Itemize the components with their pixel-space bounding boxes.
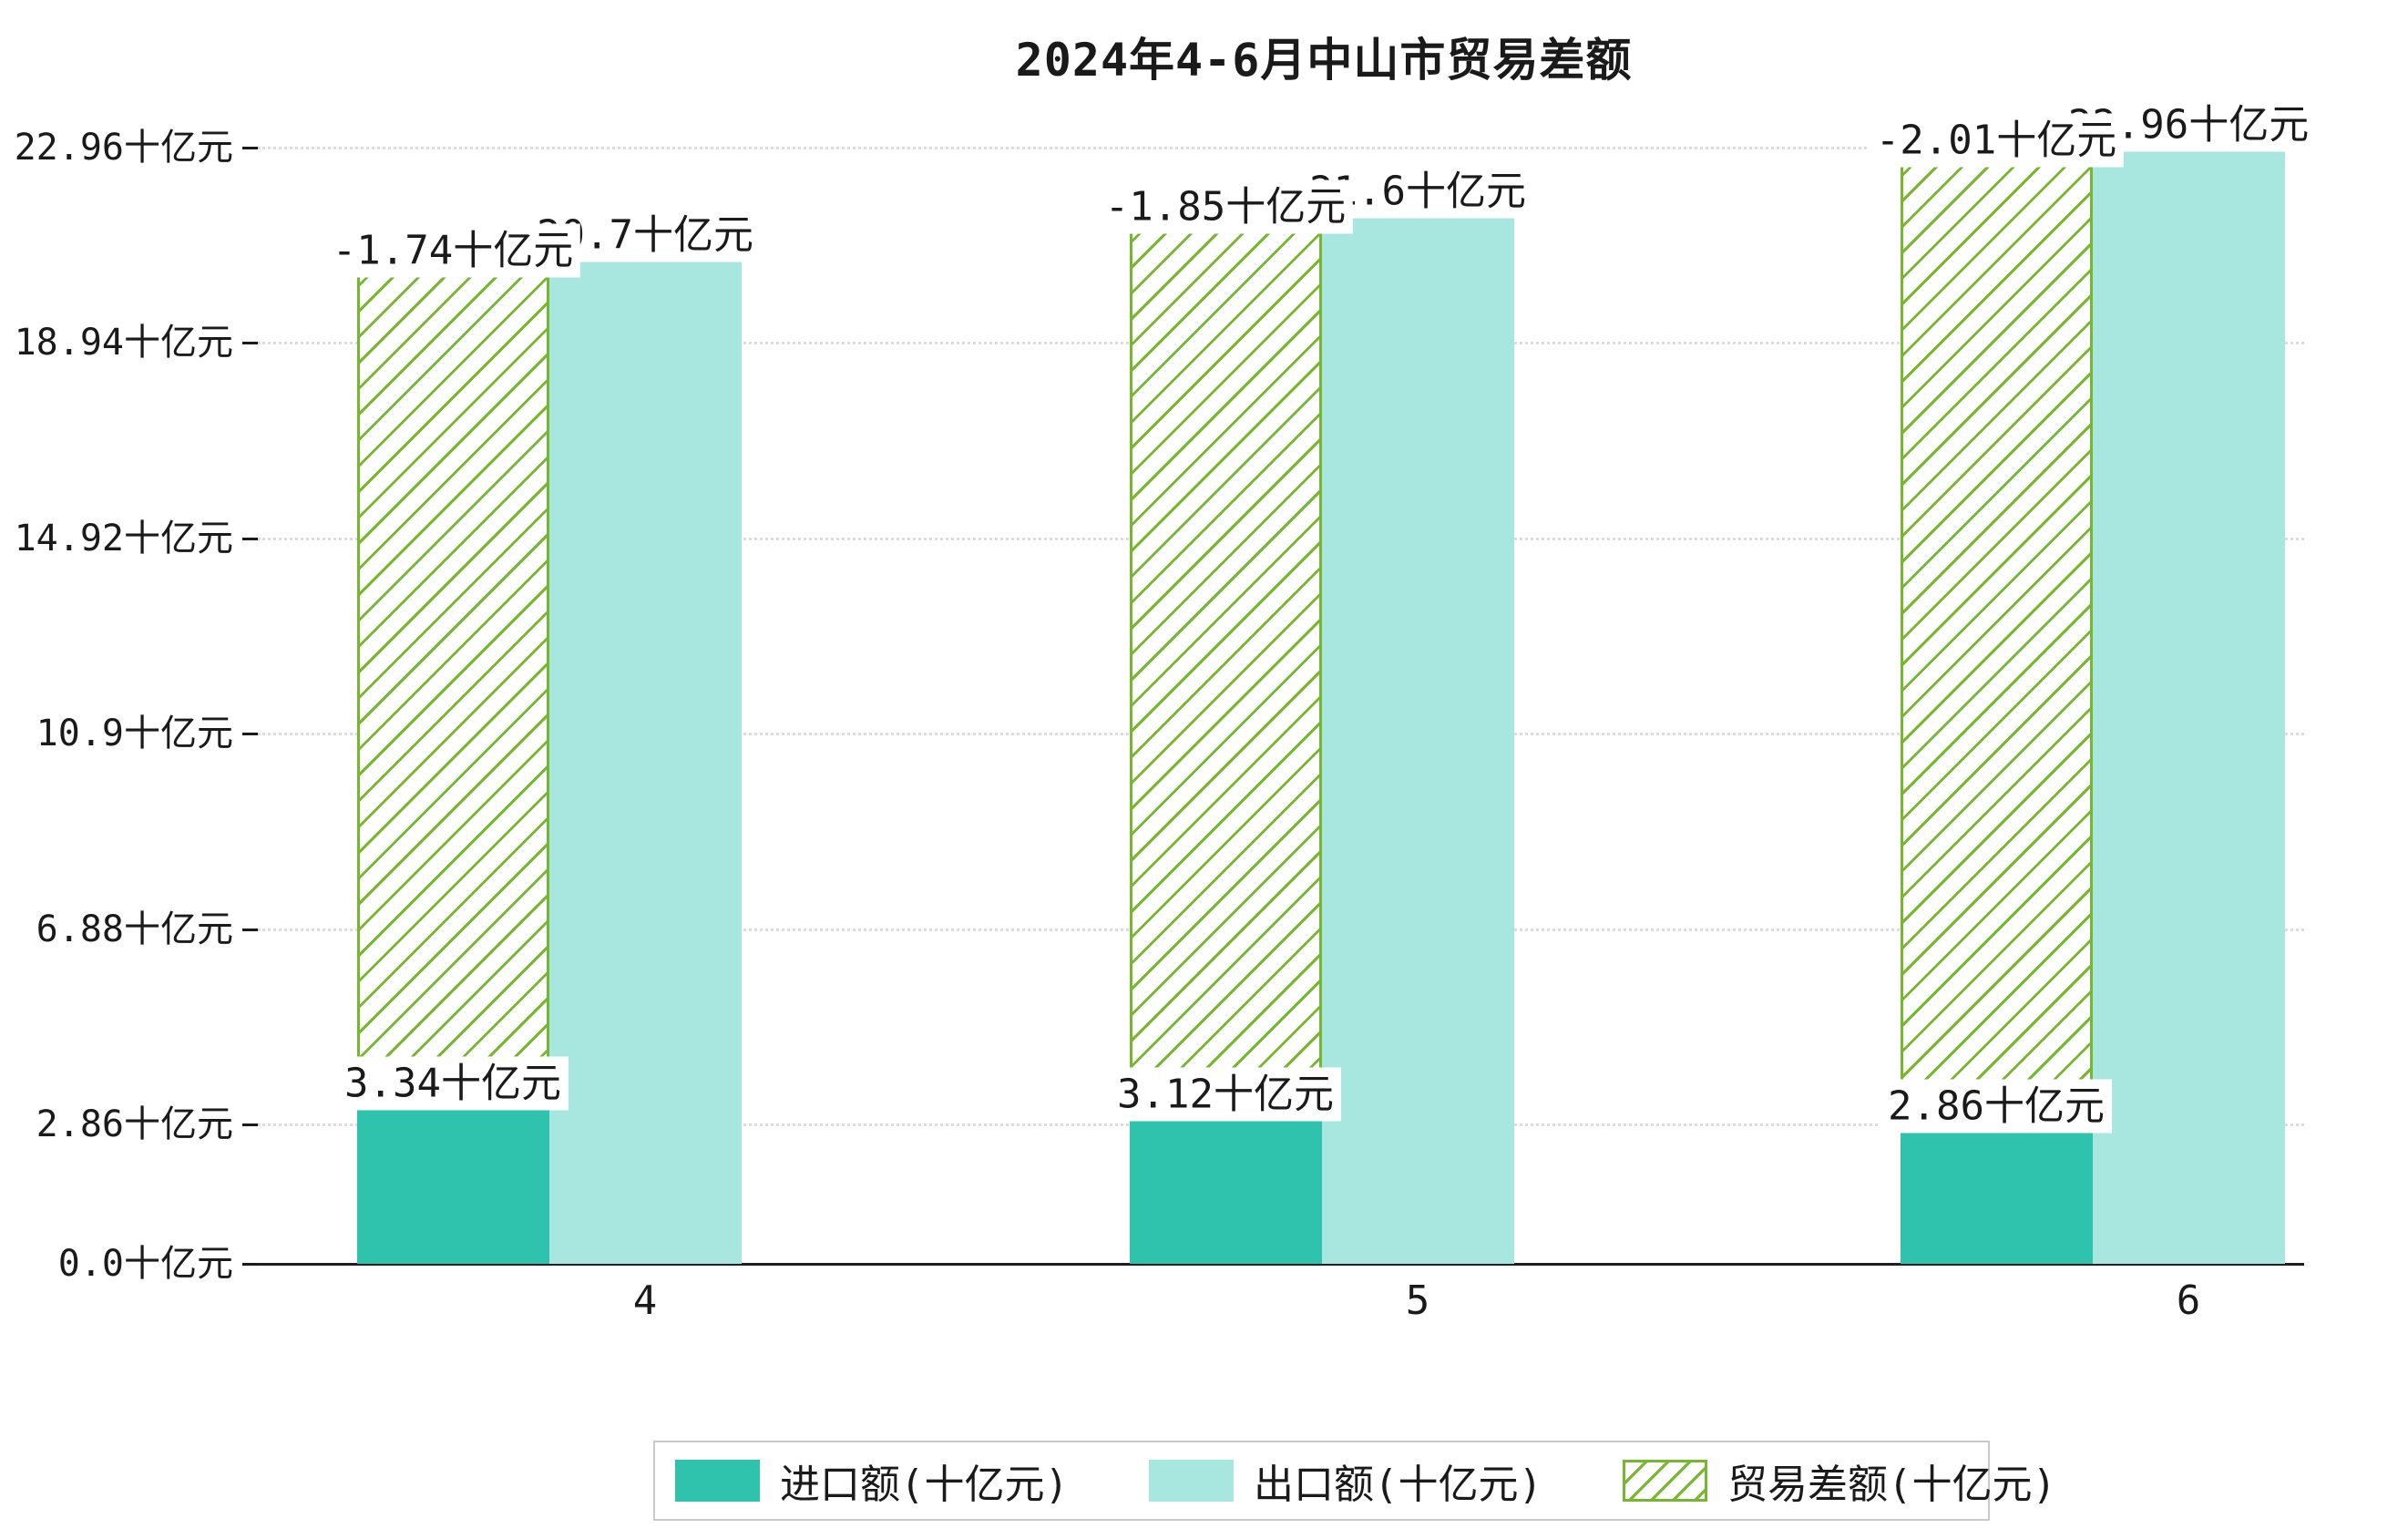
import-bar — [1901, 1124, 2093, 1264]
trade-balance-bar — [357, 257, 549, 1102]
y-tick-label: 14.92十亿元 — [14, 517, 233, 559]
x-tick-label: 4 — [632, 1277, 658, 1324]
y-tick-label: 0.0十亿元 — [57, 1243, 233, 1285]
export-bar — [2093, 148, 2285, 1264]
export-swatch — [1148, 1460, 1234, 1502]
import-value-label: 3.12十亿元 — [1110, 1067, 1341, 1122]
y-tick-label: 18.94十亿元 — [14, 322, 233, 364]
legend-label-export: 出口额(十亿元) — [1253, 1462, 1542, 1508]
y-tick-mark — [242, 928, 258, 931]
y-tick-mark — [242, 1123, 258, 1127]
y-tick-mark — [242, 342, 258, 345]
import-value-label: 2.86十亿元 — [1880, 1079, 2112, 1134]
import-value-label: 3.34十亿元 — [337, 1056, 569, 1111]
legend-label-trade-balance: 贸易差额(十亿元) — [1727, 1462, 2056, 1508]
y-tick-mark — [242, 537, 258, 540]
legend: 进口额(十亿元) 出口额(十亿元) 贸易差额(十亿元) — [653, 1441, 2056, 1521]
trade-balance-swatch — [1622, 1460, 1707, 1502]
import-bar — [357, 1101, 549, 1264]
y-tick-label: 2.86十亿元 — [36, 1103, 233, 1146]
x-tick-label: 6 — [2176, 1277, 2201, 1324]
y-tick-label: 22.96十亿元 — [14, 127, 233, 169]
x-tick-label: 5 — [1405, 1277, 1430, 1324]
y-tick-label: 10.9十亿元 — [36, 713, 233, 755]
import-bar — [1130, 1112, 1322, 1264]
export-bar — [549, 257, 742, 1264]
y-tick-mark — [242, 147, 258, 149]
legend-label-import: 进口额(十亿元) — [780, 1462, 1069, 1508]
y-tick-mark — [242, 733, 258, 736]
legend-item-export: 出口额(十亿元) — [1148, 1452, 1542, 1510]
trade-balance-bar — [1130, 213, 1322, 1113]
y-tick-label: 6.88十亿元 — [36, 908, 233, 950]
export-bar — [1322, 213, 1514, 1264]
chart-title: 2024年4-6月中山市贸易差额 — [1015, 34, 1633, 87]
y-tick-mark — [242, 1263, 258, 1266]
x-axis-line — [258, 1263, 2304, 1266]
trade-balance-bar — [1901, 148, 2093, 1125]
import-swatch — [675, 1460, 760, 1502]
y-gridline — [258, 147, 2304, 149]
legend-item-import: 进口额(十亿元) — [675, 1452, 1069, 1510]
legend-item-trade-balance: 贸易差额(十亿元) — [1622, 1452, 2056, 1510]
trade-balance-value-label: -2.01十亿元 — [1868, 113, 2125, 168]
trade-balance-value-label: -1.74十亿元 — [324, 223, 581, 278]
trade-balance-value-label: -1.85十亿元 — [1097, 180, 1354, 234]
